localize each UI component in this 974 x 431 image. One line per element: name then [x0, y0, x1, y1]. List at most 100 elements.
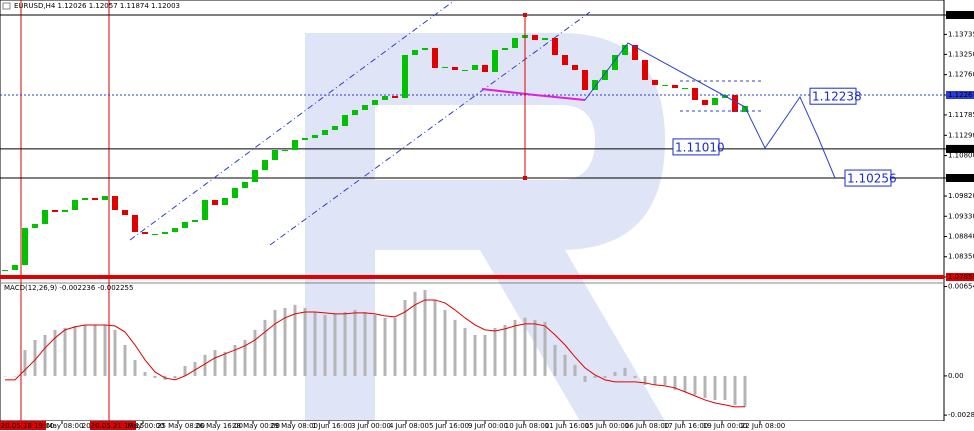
macd-bar: [453, 319, 457, 376]
macd-bar: [593, 375, 597, 378]
candle: [222, 197, 228, 206]
candle: [82, 197, 88, 201]
x-tick-label: 16 Jun 08:00: [625, 422, 669, 430]
annotation-box: [844, 169, 892, 187]
candle: [292, 140, 298, 151]
candle: [462, 69, 468, 71]
candle: [342, 114, 348, 127]
channel-line: [269, 11, 591, 246]
candle: [122, 209, 128, 215]
y-tick-label: 1.08350: [948, 253, 974, 261]
candle: [602, 69, 608, 80]
macd-bar: [483, 334, 487, 376]
candle: [712, 97, 718, 105]
candle: [662, 84, 668, 86]
macd-bar: [123, 344, 127, 376]
candle: [402, 54, 408, 98]
x-tick-label: 11 Jun 16:00: [545, 422, 589, 430]
macd-bar: [283, 307, 287, 376]
candle: [612, 54, 618, 70]
macd-bar: [503, 324, 507, 376]
candle: [62, 209, 68, 213]
macd-bar: [643, 375, 647, 385]
macd-bar: [623, 367, 627, 376]
y-tick-label: 1.10257: [948, 174, 974, 182]
macd-bar: [93, 324, 97, 376]
macd-bar: [53, 329, 57, 376]
candle: [632, 45, 638, 60]
x-axis-band: [0, 421, 974, 431]
candle: [352, 109, 358, 115]
x-tick-label: 19 Jun 00:00: [703, 422, 747, 430]
macd-bar: [233, 344, 237, 376]
y-tick-label: 1.12760: [948, 71, 974, 79]
macd-bar: [533, 319, 537, 376]
x-tick-label: 2020.05.18 19:00: [0, 422, 54, 430]
macd-bar: [313, 311, 317, 376]
candle: [72, 200, 78, 210]
macd-bar: [573, 364, 577, 376]
forecast-line: [744, 95, 836, 179]
macd-bar: [113, 329, 117, 376]
macd-bar: [703, 375, 707, 398]
candle: [642, 59, 648, 80]
candle: [412, 50, 418, 55]
x-tick-label: May 08:00: [47, 422, 84, 430]
chart-title: EURUSD,H4 1.12026 1.12057 1.11874 1.1200…: [14, 2, 180, 10]
y-tick-highlight: [946, 91, 974, 100]
macd-bar: [653, 375, 657, 385]
x-tick-label: May 00:00: [128, 422, 165, 430]
x-tick-label: 3 Jun 00:00: [351, 422, 391, 430]
macd-bar: [33, 339, 37, 376]
candle: [592, 79, 598, 91]
drawings: [129, 0, 836, 246]
x-tick-label: 29 May 08:00: [270, 422, 318, 430]
candle: [132, 214, 138, 233]
macd-bar: [403, 299, 407, 376]
y-tick-highlight: [946, 273, 974, 282]
x-tick-label: 5 Jun 16:00: [429, 422, 469, 430]
macd-bar: [203, 354, 207, 376]
candle: [22, 228, 28, 265]
range-point: [523, 176, 527, 180]
macd-bar: [223, 351, 227, 376]
candle: [732, 95, 738, 112]
candle: [492, 50, 498, 73]
macd-bar: [73, 325, 77, 376]
candle: [542, 37, 548, 41]
macd-bar: [633, 375, 637, 378]
y-tick-label: 1.11785: [948, 111, 974, 119]
x-tick-label: 25 May 08:00: [157, 422, 205, 430]
candle: [452, 66, 458, 70]
macd-bar: [563, 354, 567, 376]
y-tick-label: 1.09330: [948, 212, 974, 220]
macd-bar: [193, 361, 197, 376]
candle: [482, 64, 488, 73]
macd-bar: [63, 327, 67, 376]
macd-title: MACD(12,26,9) -0.002236 -0.002255: [4, 284, 133, 292]
candle: [682, 87, 688, 89]
candle: [622, 45, 628, 55]
candle: [512, 37, 518, 48]
annotation-label: 1.10256: [847, 172, 897, 186]
macd-bar: [603, 375, 607, 378]
candle: [242, 182, 248, 188]
candle: [392, 95, 398, 98]
macd-bar: [3, 375, 7, 377]
macd-bar: [713, 375, 717, 400]
y-tick-label: 1.13735: [948, 30, 974, 38]
candle: [692, 87, 698, 101]
macd-bar: [43, 334, 47, 376]
y-tick-highlight: [946, 10, 974, 19]
macd-bar: [343, 311, 347, 376]
x-tick-label: 1 Jun 16:00: [312, 422, 352, 430]
candle: [2, 269, 8, 271]
x-label-highlight: [0, 421, 46, 430]
macd-bar: [373, 314, 377, 376]
x-tick-label: 17 Jun 16:00: [664, 422, 708, 430]
macd-bar: [553, 344, 557, 376]
candle: [442, 66, 448, 69]
macd-bar: [103, 324, 107, 376]
macd-bar: [683, 375, 687, 392]
